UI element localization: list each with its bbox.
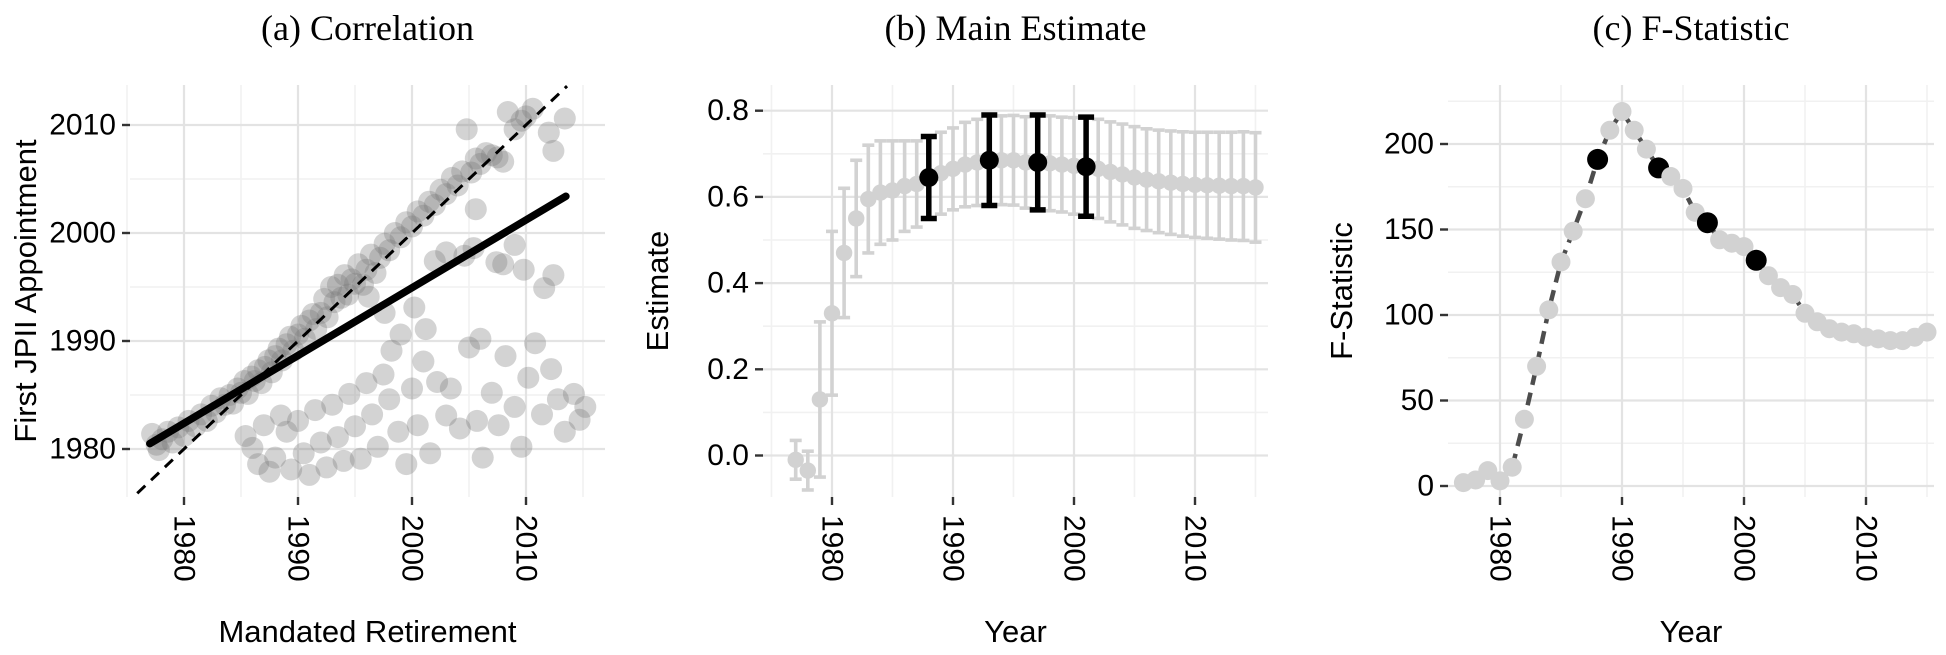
y-tick-label: 1980 bbox=[49, 433, 116, 466]
x-tick-label: 1980 bbox=[168, 515, 201, 582]
panel-a-ylabel: First JPII Appointment bbox=[8, 139, 43, 443]
x-tick-label: 1980 bbox=[816, 515, 849, 582]
y-tick-label: 200 bbox=[1384, 128, 1434, 161]
panel-b-axes: 1980 1990 2000 2010 0.0 0.2 0.4 0.6 0.8 bbox=[707, 94, 1211, 582]
x-tick-label: 1990 bbox=[282, 515, 315, 582]
panel-a-scatter-points bbox=[141, 97, 597, 486]
x-tick-label: 1980 bbox=[1484, 515, 1517, 582]
x-tick-label: 2000 bbox=[1058, 515, 1091, 582]
panel-b-xlabel: Year bbox=[984, 614, 1047, 649]
y-tick-label: 2000 bbox=[49, 217, 116, 250]
panel-b-gray-estimates bbox=[787, 113, 1264, 492]
panel-b-ylabel: Estimate bbox=[640, 231, 675, 352]
x-tick-label: 1990 bbox=[937, 515, 970, 582]
y-tick-label: 2010 bbox=[49, 109, 116, 142]
x-tick-label: 2010 bbox=[1179, 515, 1212, 582]
panel-a-title: (a) Correlation bbox=[261, 8, 474, 48]
panel-b-grid bbox=[763, 85, 1268, 497]
panel-c-grid bbox=[1448, 85, 1934, 497]
panel-a: 1980 1990 2000 2010 1980 1990 2000 2010 (a) Corr… bbox=[8, 8, 605, 649]
y-tick-label: 0.0 bbox=[707, 439, 749, 472]
f-statistic-line bbox=[1462, 107, 1928, 485]
panel-b: 1980 1990 2000 2010 0.0 0.2 0.4 0.6 0.8 (b) Main … bbox=[640, 8, 1268, 649]
y-tick-label: 50 bbox=[1401, 384, 1434, 417]
panel-c-points bbox=[1453, 102, 1937, 493]
identity-dashed-line bbox=[136, 85, 569, 495]
panel-a-axes: 1980 1990 2000 2010 1980 1990 2000 2010 bbox=[49, 109, 542, 582]
x-tick-label: 2010 bbox=[1850, 515, 1883, 582]
panel-b-highlight-estimates bbox=[919, 112, 1096, 222]
x-tick-label: 2000 bbox=[1728, 515, 1761, 582]
panel-c-xlabel: Year bbox=[1660, 614, 1723, 649]
y-tick-label: 150 bbox=[1384, 213, 1434, 246]
x-tick-label: 1990 bbox=[1606, 515, 1639, 582]
x-tick-label: 2000 bbox=[396, 515, 429, 582]
panel-c-title: (c) F-Statistic bbox=[1593, 8, 1790, 48]
regression-fit-line bbox=[146, 192, 570, 448]
panel-c-axes: 1980 1990 2000 2010 0 50 100 150 200 bbox=[1384, 128, 1883, 582]
y-tick-label: 100 bbox=[1384, 299, 1434, 332]
y-tick-label: 0.6 bbox=[707, 180, 749, 213]
x-tick-label: 2010 bbox=[510, 515, 543, 582]
y-tick-label: 0.2 bbox=[707, 353, 749, 386]
y-tick-label: 0 bbox=[1417, 470, 1434, 503]
panel-a-xlabel: Mandated Retirement bbox=[218, 614, 516, 649]
panel-b-title: (b) Main Estimate bbox=[885, 8, 1147, 48]
y-tick-label: 0.8 bbox=[707, 94, 749, 127]
y-tick-label: 1990 bbox=[49, 325, 116, 358]
panel-c-ylabel: F-Statistic bbox=[1324, 222, 1359, 360]
panel-c: 1980 1990 2000 2010 0 50 100 150 200 (c) F-Statis… bbox=[1324, 8, 1937, 649]
y-tick-label: 0.4 bbox=[707, 267, 749, 300]
panel-a-grid bbox=[126, 85, 605, 497]
